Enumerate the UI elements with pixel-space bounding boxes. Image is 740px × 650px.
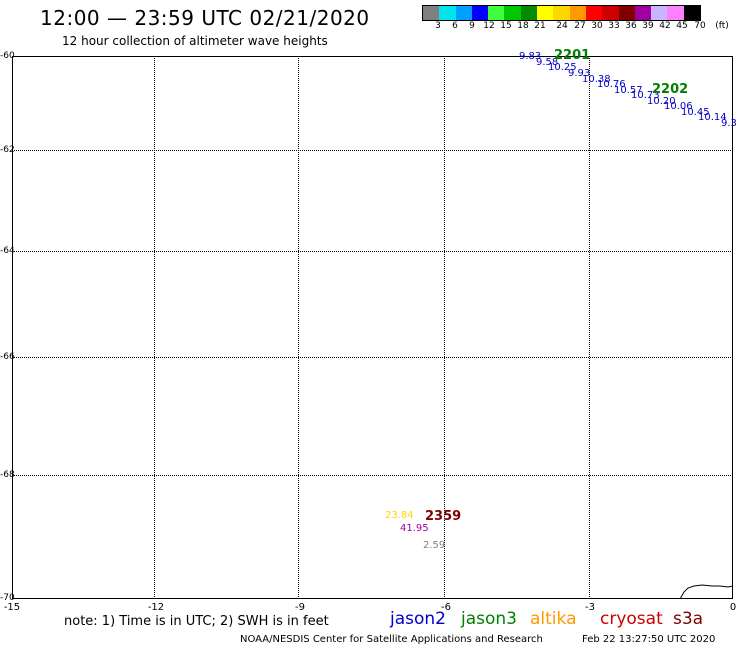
- map-subtitle: 12 hour collection of altimeter wave hei…: [62, 34, 328, 48]
- longitude-label: -6: [441, 602, 451, 613]
- satellite-s3a-label: s3a: [673, 609, 704, 629]
- wave-height-value: 23.84: [385, 510, 414, 521]
- wave-height-value: 9.3: [721, 118, 737, 129]
- wave-height-value: 10.14: [698, 112, 727, 123]
- coastline: [679, 584, 733, 599]
- latitude-label: -60: [0, 51, 15, 61]
- wave-height-value: 10.73: [631, 90, 660, 101]
- latitude-label: -64: [0, 246, 15, 256]
- scale-swatch: [471, 6, 489, 20]
- wave-height-value: 9.93: [568, 68, 591, 79]
- longitude-label: -3: [585, 602, 595, 613]
- scale-label: 30: [591, 21, 603, 31]
- satellite-jason2-label: jason2: [390, 609, 446, 629]
- map-frame: [12, 56, 733, 599]
- scale-swatch: [651, 6, 668, 20]
- scale-swatch: [553, 6, 570, 20]
- longitude-label: -9: [295, 602, 305, 613]
- satellite-jason3-label: jason3: [461, 609, 517, 629]
- scale-label: 39: [642, 21, 654, 31]
- scale-swatch: [683, 6, 701, 20]
- wave-height-value: 41.95: [400, 523, 429, 534]
- pass-time-label: 2359: [425, 509, 462, 524]
- pass-time-label: 2202: [652, 82, 689, 97]
- scale-label: 3: [435, 21, 441, 31]
- wave-height-value: 10.06: [664, 101, 693, 112]
- scale-swatch: [439, 6, 456, 20]
- latitude-label: -70: [0, 593, 15, 603]
- map-title: 12:00 — 23:59 UTC 02/21/2020: [40, 6, 370, 30]
- scale-label: 18: [517, 21, 529, 31]
- scale-swatch: [423, 6, 440, 20]
- latitude-label: -68: [0, 470, 15, 480]
- scale-label: 6: [452, 21, 458, 31]
- scale-label: (ft): [715, 21, 729, 31]
- generation-timestamp: Feb 22 13:27:50 UTC 2020: [582, 634, 716, 645]
- latitude-label: -66: [0, 352, 15, 362]
- wave-height-value: 10.76: [597, 79, 626, 90]
- wave-height-value: 10.25: [548, 62, 577, 73]
- wave-height-value: 9.83: [519, 51, 542, 62]
- scale-swatch: [634, 6, 652, 20]
- scale-swatch: [569, 6, 586, 20]
- longitude-gridline: [154, 56, 155, 599]
- scale-label: 45: [676, 21, 688, 31]
- scale-swatch: [618, 6, 635, 20]
- latitude-gridline: [12, 357, 733, 358]
- longitude-label: -12: [147, 602, 165, 613]
- scale-label: 21: [534, 21, 546, 31]
- wave-height-value: 10.45: [681, 107, 710, 118]
- scale-swatch: [667, 6, 684, 20]
- latitude-label: -62: [0, 145, 15, 155]
- scale-label: 42: [659, 21, 671, 31]
- scale-swatch: [504, 6, 521, 20]
- latitude-gridline: [12, 150, 733, 151]
- scale-label: 15: [500, 21, 512, 31]
- scale-swatch: [455, 6, 472, 20]
- scale-label: 27: [574, 21, 586, 31]
- scale-label: 33: [608, 21, 620, 31]
- satellite-altika-label: altika: [530, 609, 577, 629]
- scale-label: 36: [625, 21, 637, 31]
- wave-height-value: 10.57: [614, 85, 643, 96]
- scale-swatch: [520, 6, 538, 20]
- wave-height-color-scale: [422, 5, 702, 21]
- scale-swatch: [602, 6, 619, 20]
- scale-swatch: [585, 6, 603, 20]
- scale-label: 70: [694, 21, 706, 31]
- credit-line: NOAA/NESDIS Center for Satellite Applica…: [240, 634, 543, 645]
- scale-label: 9: [469, 21, 475, 31]
- latitude-gridline: [12, 475, 733, 476]
- longitude-gridline: [444, 56, 445, 599]
- satellite-cryosat-label: cryosat: [600, 609, 663, 629]
- longitude-label: -15: [3, 602, 21, 613]
- scale-label: 12: [483, 21, 495, 31]
- longitude-label: 0: [729, 602, 737, 613]
- scale-label: 24: [556, 21, 568, 31]
- scale-swatch: [537, 6, 554, 20]
- longitude-gridline: [298, 56, 299, 599]
- pass-time-label: 2201: [554, 48, 591, 63]
- wave-height-value: 10.38: [582, 74, 611, 85]
- wave-height-value: 2.59: [423, 540, 446, 551]
- units-note: note: 1) Time is in UTC; 2) SWH is in fe…: [64, 614, 329, 629]
- scale-swatch: [488, 6, 505, 20]
- longitude-gridline: [589, 56, 590, 599]
- wave-height-value: 9.58: [536, 57, 559, 68]
- wave-height-value: 10.20: [647, 96, 676, 107]
- latitude-gridline: [12, 251, 733, 252]
